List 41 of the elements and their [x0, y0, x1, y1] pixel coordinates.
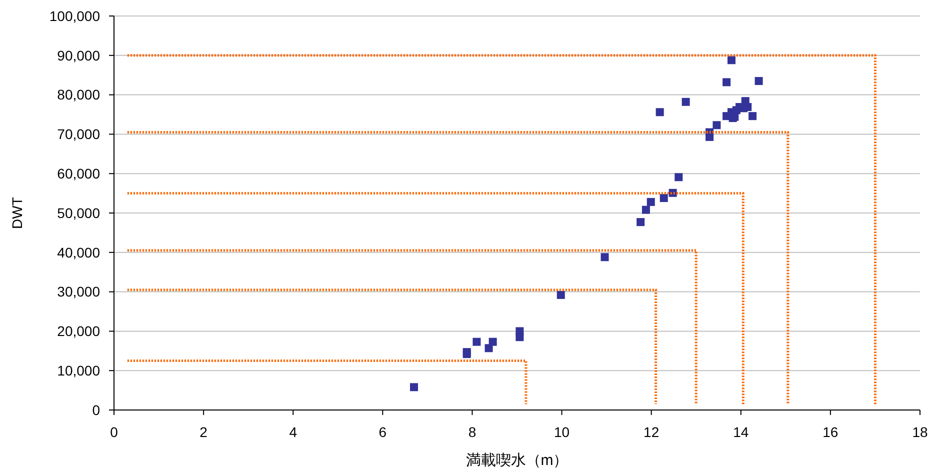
y-tick-label: 40,000	[57, 244, 100, 260]
y-tick-label: 90,000	[57, 47, 100, 64]
point	[712, 121, 721, 130]
point	[748, 112, 757, 120]
x-tick-label: 2	[200, 424, 208, 440]
point	[656, 108, 664, 116]
y-tick-label: 100,000	[49, 8, 100, 24]
point	[410, 383, 418, 392]
x-tick-label: 8	[468, 424, 476, 440]
x-tick-label: 12	[644, 424, 660, 440]
x-tick-label: 16	[822, 424, 838, 440]
x-tick-label: 4	[289, 424, 298, 440]
point	[636, 218, 645, 226]
y-tick-label: 20,000	[57, 323, 100, 340]
point	[642, 206, 650, 214]
y-tick-label: 80,000	[57, 86, 100, 103]
point	[646, 198, 655, 206]
y-tick-label: 10,000	[57, 362, 100, 378]
y-tick-label: 60,000	[57, 166, 100, 182]
point	[727, 56, 736, 64]
point	[682, 98, 690, 106]
x-tick-label: 0	[110, 424, 118, 440]
x-axis-title: 満載喫水（m）	[466, 452, 568, 469]
point	[754, 77, 763, 86]
y-axis-title: DWT	[9, 196, 25, 229]
point	[722, 78, 731, 86]
x-tick-label: 6	[378, 424, 387, 440]
y-tick-label: 30,000	[57, 284, 100, 300]
point	[556, 290, 565, 299]
point	[674, 173, 683, 182]
x-tick-label: 10	[554, 424, 570, 440]
y-tick-label: 0	[92, 402, 100, 418]
point	[472, 338, 481, 346]
y-tick-label: 50,000	[57, 204, 100, 221]
x-tick-label: 18	[912, 424, 928, 440]
point	[488, 338, 497, 346]
point	[600, 253, 609, 262]
x-tick-label: 14	[733, 424, 749, 440]
point	[516, 327, 524, 336]
point	[660, 194, 668, 202]
y-tick-label: 70,000	[57, 126, 100, 142]
